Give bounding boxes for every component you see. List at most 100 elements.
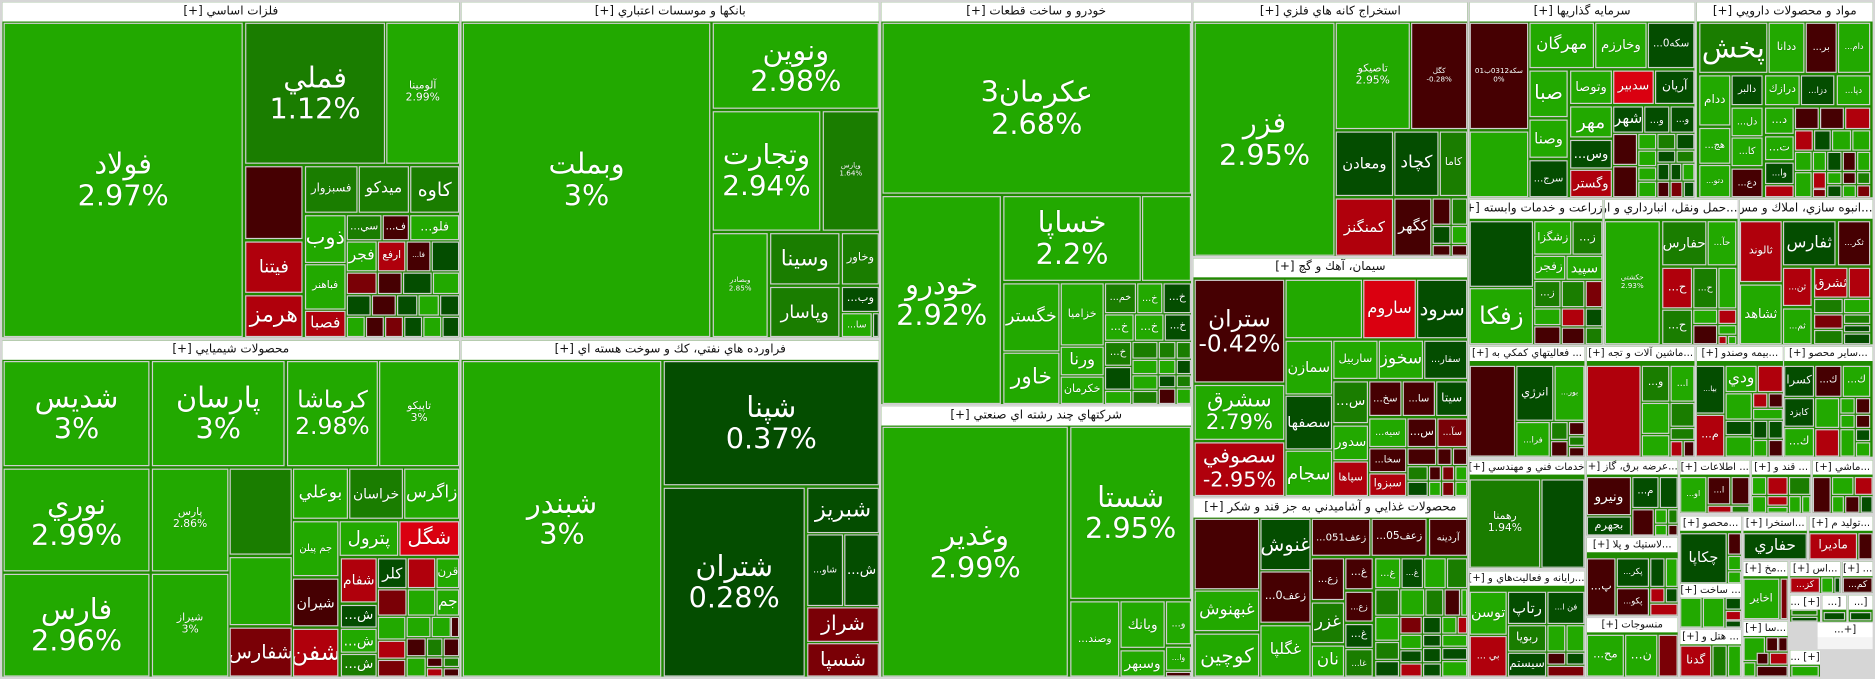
stock-tile[interactable] (1768, 420, 1783, 439)
stock-tile[interactable]: ...زعف05 (1371, 518, 1427, 556)
stock-tile[interactable] (423, 316, 442, 338)
stock-tile[interactable]: انرژي (1516, 365, 1554, 421)
stock-tile[interactable] (1665, 558, 1678, 587)
stock-tile[interactable]: سصوفي -2.95% (1194, 442, 1285, 497)
sector-header[interactable]: ... فعاليتهاي كمكي به [+] (1469, 346, 1585, 362)
stock-tile[interactable] (1568, 421, 1585, 436)
stock-tile[interactable]: ثالوند (1739, 221, 1782, 283)
stock-tile[interactable]: ...ن (1625, 634, 1658, 677)
stock-tile[interactable]: ...ف (382, 215, 409, 241)
stock-tile[interactable] (1132, 359, 1158, 375)
stock-tile[interactable] (404, 316, 423, 338)
sector-header[interactable]: [+] ... (1790, 595, 1821, 610)
stock-tile[interactable] (1718, 267, 1737, 309)
stock-tile[interactable] (1831, 496, 1844, 513)
stock-tile[interactable] (1141, 196, 1192, 281)
sector-header[interactable]: ...انبوه سازي، املاك و مس [+] (1739, 199, 1873, 219)
stock-tile[interactable] (1680, 597, 1702, 628)
stock-tile[interactable] (1547, 665, 1585, 677)
sector-header[interactable]: ... قند و [+] (1751, 460, 1811, 475)
stock-tile[interactable]: ذوب (304, 215, 346, 263)
stock-tile[interactable] (1725, 393, 1752, 420)
stock-tile[interactable] (1104, 366, 1132, 390)
stock-tile[interactable]: شهر (1613, 106, 1644, 133)
stock-tile[interactable]: وخارزم (1595, 22, 1647, 69)
stock-tile[interactable]: ...ك (1784, 427, 1815, 457)
stock-tile[interactable] (418, 295, 439, 316)
stock-tile[interactable] (1831, 130, 1852, 151)
stock-tile[interactable] (1654, 509, 1667, 524)
stock-tile[interactable] (1815, 398, 1840, 428)
stock-tile[interactable] (1718, 335, 1727, 345)
sector-header[interactable]: منسوجات [+] (1586, 618, 1678, 633)
stock-tile[interactable] (432, 272, 460, 295)
stock-tile[interactable] (1848, 267, 1871, 298)
stock-tile[interactable]: ...سخ (1369, 381, 1402, 416)
stock-tile[interactable]: ...هج (1699, 127, 1731, 164)
stock-tile[interactable] (1827, 185, 1842, 198)
stock-tile[interactable] (1534, 308, 1561, 326)
stock-tile[interactable] (1823, 612, 1846, 621)
stock-tile[interactable] (1650, 588, 1665, 603)
stock-tile[interactable] (1132, 390, 1158, 405)
stock-tile[interactable] (1654, 524, 1667, 536)
stock-tile[interactable]: غزر (1311, 602, 1345, 644)
stock-tile[interactable]: شفن (292, 628, 339, 677)
stock-tile[interactable] (1753, 420, 1768, 439)
stock-tile[interactable]: ...ش (340, 604, 377, 628)
stock-tile[interactable]: سصفها (1285, 395, 1333, 450)
stock-tile[interactable]: تاپيكو 3% (379, 361, 460, 467)
stock-tile[interactable]: آردينه (1428, 518, 1468, 556)
stock-tile[interactable] (1442, 466, 1455, 481)
stock-tile[interactable]: ...ح (1662, 309, 1693, 345)
stock-tile[interactable]: ...دل (1731, 107, 1763, 137)
stock-tile[interactable]: پارس 2.86% (151, 468, 229, 572)
stock-tile[interactable] (371, 295, 396, 316)
stock-tile[interactable] (1455, 466, 1468, 481)
stock-tile[interactable]: شتران 0.28% (663, 487, 805, 677)
stock-tile[interactable]: فجر (346, 241, 377, 272)
stock-tile[interactable]: ...زعف051 (1311, 518, 1371, 556)
stock-tile[interactable]: وصنا (1529, 119, 1568, 158)
stock-tile[interactable] (406, 657, 426, 677)
stock-tile[interactable]: ...س (1407, 418, 1437, 448)
stock-tile[interactable]: سکه0312ب01 0% (1469, 22, 1529, 130)
stock-tile[interactable]: صبا (1529, 70, 1568, 118)
stock-tile[interactable] (1375, 661, 1400, 677)
stock-tile[interactable] (1613, 166, 1638, 198)
stock-tile[interactable] (346, 295, 371, 316)
stock-tile[interactable] (1158, 341, 1176, 359)
stock-tile[interactable] (1725, 597, 1742, 610)
stock-tile[interactable] (1442, 647, 1468, 660)
stock-tile[interactable] (1791, 609, 1818, 616)
stock-tile[interactable] (1400, 634, 1422, 650)
stock-tile[interactable] (1751, 496, 1767, 513)
stock-tile[interactable]: غنوش (1260, 518, 1311, 571)
stock-tile[interactable] (1658, 634, 1678, 677)
stock-tile[interactable] (1843, 333, 1871, 345)
stock-tile[interactable]: وبصادر 2.85% (712, 233, 768, 338)
stock-tile[interactable]: ...سيه (1369, 418, 1407, 448)
stock-tile[interactable] (1375, 641, 1400, 660)
stock-tile[interactable]: فيتنا (245, 241, 303, 293)
stock-tile[interactable] (1727, 555, 1742, 571)
stock-tile[interactable]: ودي (1725, 365, 1757, 393)
stock-tile[interactable] (402, 272, 432, 295)
sector-header[interactable]: زراعت و خدمات وابسته [+] (1469, 199, 1603, 219)
stock-tile[interactable] (1165, 671, 1192, 677)
stock-tile[interactable]: سيستم (1507, 652, 1547, 677)
stock-tile[interactable] (1842, 172, 1856, 185)
stock-tile[interactable] (1451, 225, 1468, 244)
stock-tile[interactable] (1432, 225, 1451, 244)
stock-tile[interactable] (1668, 509, 1678, 524)
stock-tile[interactable]: وتجارت 2.94% (712, 111, 821, 231)
stock-tile[interactable] (1285, 279, 1363, 339)
stock-tile[interactable]: ورنا (1060, 346, 1104, 376)
stock-tile[interactable]: ...دام (1837, 22, 1871, 73)
stock-tile[interactable]: ...زعف0 (1260, 571, 1311, 623)
sector-header[interactable]: بانكها و موسسات اعتباري [+] (461, 2, 879, 22)
stock-tile[interactable] (426, 657, 443, 668)
stock-tile[interactable]: مهرگان (1529, 22, 1595, 69)
stock-tile[interactable]: ...ش (340, 628, 377, 653)
stock-tile[interactable] (426, 638, 443, 657)
